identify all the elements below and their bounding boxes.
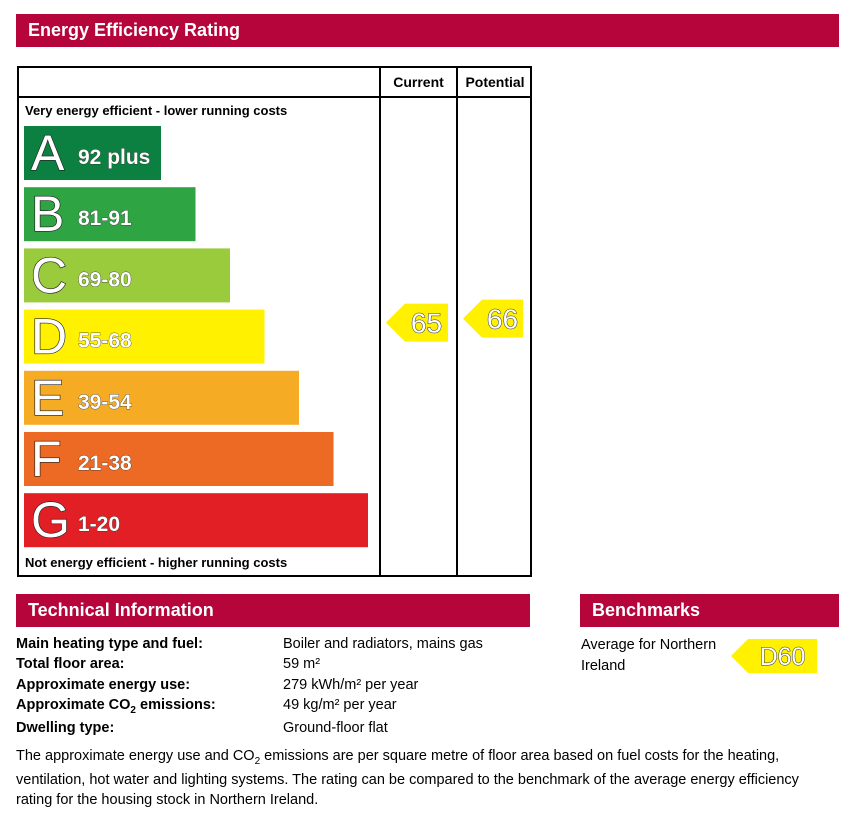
floor-area-label: Total floor area: — [16, 656, 125, 672]
co2-label-post: emissions: — [135, 697, 216, 713]
co2-emissions-value: 49 kg/m² per year — [283, 697, 397, 713]
band-bar-d — [24, 309, 265, 364]
top-efficiency-label: Very energy efficient - lower running co… — [25, 103, 288, 118]
band-f: F 21-38 — [24, 430, 334, 488]
energy-use-value: 279 kWh/m² per year — [283, 677, 419, 693]
technical-information-title: Technical Information — [16, 594, 530, 627]
co2-label-pre: Approximate CO — [16, 697, 131, 713]
footnote-sub: 2 — [254, 755, 261, 767]
benchmarks-title: Benchmarks — [580, 594, 839, 627]
band-d: D 55-68 — [24, 308, 265, 365]
band-letter-g: G — [31, 492, 70, 548]
column-header-current: Current — [393, 74, 444, 90]
band-range-b: 81-91 — [78, 207, 132, 230]
band-b: B 81-91 — [24, 186, 196, 243]
dwelling-type-value: Ground-floor flat — [283, 720, 388, 736]
band-bar-a — [24, 126, 161, 180]
band-range-d: 55-68 — [78, 330, 132, 353]
current-rating-arrow-shape — [386, 303, 448, 342]
benchmark-rating-arrow: D60 — [731, 639, 817, 673]
benchmark-rating-arrow-value: D60 — [760, 643, 806, 671]
footnote: The approximate energy use and CO2 emiss… — [16, 747, 836, 810]
band-letter-c: C — [31, 247, 67, 303]
band-c: C 69-80 — [24, 247, 230, 304]
rating-chart: A 92 plus B 81-91 C 69-80 D 55-68 E 39-54 F 21-38 G 1… — [24, 124, 523, 549]
potential-rating-arrow-shape — [463, 299, 523, 338]
band-bar-f — [24, 432, 334, 486]
bottom-efficiency-label: Not energy efficient - higher running co… — [25, 555, 288, 570]
co2-emissions-label: Approximate CO2 emissions: — [16, 697, 216, 716]
page-title: Energy Efficiency Rating — [16, 14, 839, 47]
band-g: G 1-20 — [24, 492, 368, 549]
floor-area-value: 59 m² — [283, 656, 321, 672]
column-header-potential: Potential — [465, 74, 525, 90]
heating-value: Boiler and radiators, mains gas — [283, 636, 483, 652]
band-letter-b: B — [31, 186, 64, 242]
band-bar-e — [24, 370, 299, 425]
band-range-e: 39-54 — [78, 391, 132, 414]
band-range-a: 92 plus — [78, 146, 150, 169]
potential-rating-arrow-value: 66 — [487, 304, 518, 335]
heating-label: Main heating type and fuel: — [16, 636, 203, 652]
band-bar-g — [24, 493, 368, 548]
band-range-c: 69-80 — [78, 268, 132, 291]
benchmark-arrow-area: D60 — [731, 639, 817, 673]
current-rating-arrow-value: 65 — [411, 308, 442, 339]
band-e: E 39-54 — [24, 369, 299, 426]
energy-use-label: Approximate energy use: — [16, 677, 191, 693]
divider-potential — [456, 68, 458, 575]
current-rating-arrow: 65 — [386, 303, 448, 342]
band-range-f: 21-38 — [78, 452, 132, 475]
dwelling-type-label: Dwelling type: — [16, 720, 115, 736]
band-letter-d: D — [31, 309, 67, 365]
band-letter-a: A — [31, 125, 65, 181]
band-letter-e: E — [31, 370, 64, 426]
benchmark-rating-arrow-shape — [731, 639, 817, 673]
band-letter-f: F — [31, 431, 62, 487]
co2-label-sub: 2 — [130, 704, 136, 716]
band-a: A 92 plus — [24, 124, 161, 182]
potential-rating-arrow: 66 — [463, 299, 523, 338]
divider-current — [379, 68, 381, 575]
footnote-pre: The approximate energy use and CO — [16, 748, 255, 764]
benchmark-description: Average for Northern Ireland — [581, 637, 717, 674]
band-bar-c — [24, 248, 230, 303]
header-divider — [19, 96, 530, 98]
band-bar-b — [24, 187, 196, 242]
band-range-g: 1-20 — [78, 513, 120, 536]
rating-table: Current Potential Very energy efficient … — [17, 66, 532, 577]
footnote-post: emissions are per square metre of floor … — [16, 748, 799, 808]
